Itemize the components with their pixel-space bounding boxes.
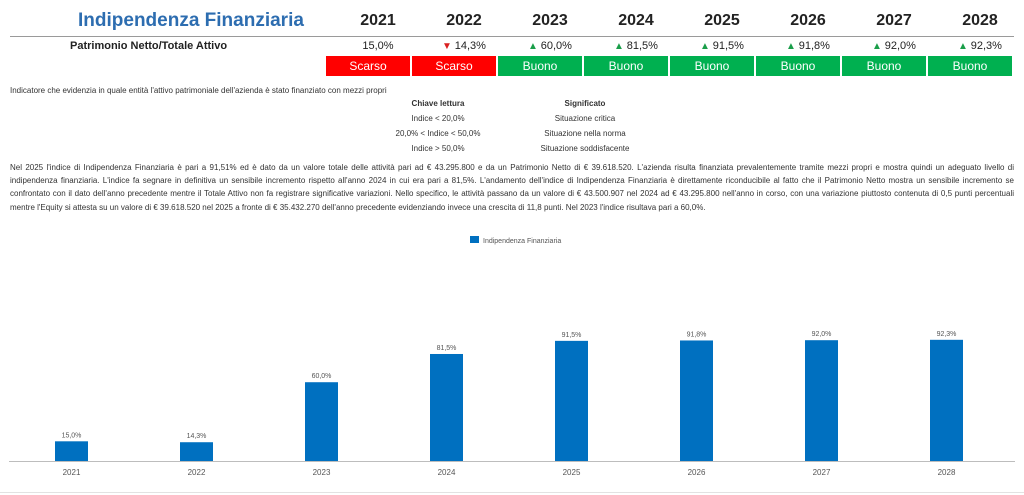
ratio-value-text: 91,8% bbox=[798, 40, 830, 52]
rating-badge: Scarso bbox=[412, 56, 496, 76]
indicator-description: Indicatore che evidenzia in quale entità… bbox=[10, 86, 387, 95]
ratio-value-text: 91,5% bbox=[712, 40, 744, 52]
meaning-row-2: Situazione nella norma bbox=[544, 129, 626, 138]
page-title: Indipendenza Finanziaria bbox=[78, 10, 304, 31]
ratio-value-text: 81,5% bbox=[626, 40, 658, 52]
legend-swatch bbox=[470, 236, 479, 243]
key-row-2: 20,0% < Indice < 50,0% bbox=[395, 129, 481, 138]
triangle-up-icon: ▲ bbox=[614, 41, 627, 52]
year-header: 2024 bbox=[618, 12, 654, 29]
bar-chart: Indipendenza Finanziaria 15,0% 2021 14,3% 20… bbox=[9, 236, 1015, 477]
ratio-value: ▼ 14,3% bbox=[421, 40, 507, 52]
year-header: 2023 bbox=[532, 12, 568, 29]
legend-label: Indipendenza Finanziaria bbox=[483, 238, 561, 245]
data-label: 92,0% bbox=[812, 331, 832, 338]
triangle-up-icon: ▲ bbox=[872, 41, 885, 52]
ratio-value: ▲ 81,5% bbox=[593, 40, 679, 52]
x-tick-label: 2022 bbox=[188, 468, 206, 477]
ratio-value: ▲ 60,0% bbox=[507, 40, 593, 52]
year-header: 2026 bbox=[790, 12, 826, 29]
rating-badge: Buono bbox=[670, 56, 754, 76]
ratio-value: ▲ 92,0% bbox=[851, 40, 937, 52]
bar bbox=[180, 442, 213, 461]
rating-badge: Buono bbox=[584, 56, 668, 76]
bar bbox=[930, 339, 963, 461]
key-row-1: Indice < 20,0% bbox=[411, 114, 465, 123]
year-header: 2022 bbox=[446, 12, 482, 29]
ratio-value-text: 92,0% bbox=[884, 40, 916, 52]
triangle-up-icon: ▲ bbox=[528, 41, 541, 52]
analysis-paragraph: Nel 2025 l'indice di Indipendenza Finanz… bbox=[10, 163, 1014, 212]
bar bbox=[805, 340, 838, 461]
bar bbox=[430, 353, 463, 461]
ratio-value-text: 15,0% bbox=[362, 40, 394, 52]
bar bbox=[555, 340, 588, 461]
data-label: 91,8% bbox=[687, 331, 707, 338]
rating-badge: Buono bbox=[928, 56, 1012, 76]
ratio-value-text: 92,3% bbox=[970, 40, 1002, 52]
data-label: 81,5% bbox=[437, 345, 457, 352]
ratio-value: ▲ 92,3% bbox=[937, 40, 1023, 52]
bottom-divider bbox=[0, 492, 1024, 493]
x-tick-label: 2026 bbox=[688, 468, 706, 477]
x-tick-label: 2021 bbox=[63, 468, 81, 477]
rating-badge: Buono bbox=[756, 56, 840, 76]
data-label: 60,0% bbox=[312, 373, 332, 380]
ratio-row-label: Patrimonio Netto/Totale Attivo bbox=[70, 40, 228, 52]
year-header: 2027 bbox=[876, 12, 912, 29]
data-label: 92,3% bbox=[937, 331, 957, 338]
data-label: 15,0% bbox=[62, 432, 82, 439]
meaning-row-3: Situazione soddisfacente bbox=[540, 144, 630, 153]
header-bar: Indipendenza Finanziaria 2021 2022 2023 … bbox=[10, 10, 1014, 37]
bar bbox=[680, 340, 713, 461]
year-header: 2021 bbox=[360, 12, 396, 29]
x-tick-label: 2023 bbox=[313, 468, 331, 477]
x-tick-label: 2024 bbox=[438, 468, 456, 477]
rating-badge: Buono bbox=[498, 56, 582, 76]
rating-badge: Buono bbox=[842, 56, 926, 76]
year-header: 2028 bbox=[962, 12, 998, 29]
x-tick-label: 2028 bbox=[938, 468, 956, 477]
ratio-value: 15,0% bbox=[335, 40, 421, 52]
year-header: 2025 bbox=[704, 12, 740, 29]
meaning-header: Significato bbox=[564, 99, 606, 108]
bar bbox=[55, 441, 88, 461]
triangle-up-icon: ▲ bbox=[786, 41, 799, 52]
key-header: Chiave lettura bbox=[411, 99, 465, 108]
triangle-up-icon: ▲ bbox=[958, 41, 971, 52]
rating-badge: Scarso bbox=[326, 56, 410, 76]
triangle-down-icon: ▼ bbox=[442, 41, 455, 52]
key-row-3: Indice > 50,0% bbox=[411, 144, 465, 153]
bar bbox=[305, 382, 338, 461]
ratio-value-text: 14,3% bbox=[454, 40, 486, 52]
x-tick-label: 2027 bbox=[813, 468, 831, 477]
data-label: 14,3% bbox=[187, 433, 207, 440]
ratio-value: ▲ 91,5% bbox=[679, 40, 765, 52]
x-tick-label: 2025 bbox=[563, 468, 581, 477]
data-label: 91,5% bbox=[562, 332, 582, 339]
ratio-value: ▲ 91,8% bbox=[765, 40, 851, 52]
ratio-value-text: 60,0% bbox=[540, 40, 572, 52]
triangle-up-icon: ▲ bbox=[700, 41, 713, 52]
meaning-row-1: Situazione critica bbox=[554, 114, 616, 123]
